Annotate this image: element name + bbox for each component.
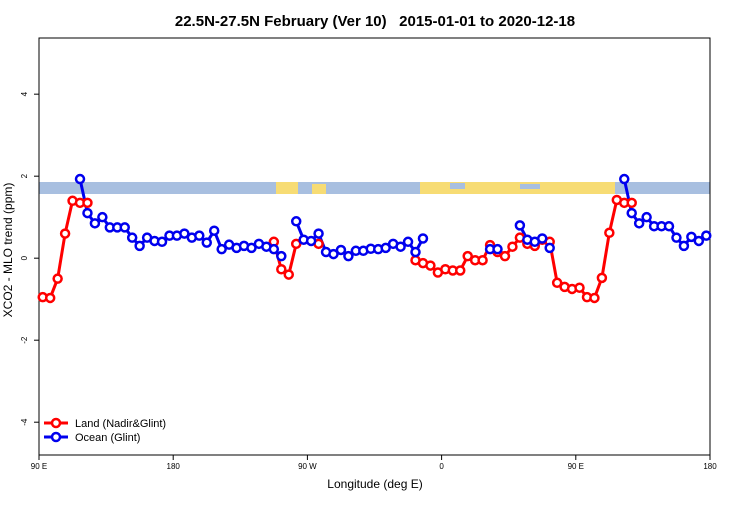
data-point [686,231,697,243]
data-point [290,216,302,227]
data-point [499,250,511,262]
data-point [678,240,690,252]
data-point [82,207,93,219]
data-point [268,243,280,255]
x-tick-label: 90 E [31,462,47,471]
data-point [537,233,548,244]
data-point [276,250,287,262]
data-point [477,254,488,266]
data-point [626,197,637,209]
data-point [52,273,63,284]
chart-title: 22.5N-27.5N February (Ver 10) 2015-01-01… [175,13,575,30]
data-point [380,242,391,254]
data-point [134,240,145,252]
y-axis-label: XCO2 - MLO trend (ppm) [1,183,15,318]
data-point [276,264,287,275]
data-point [454,265,466,276]
data-point [514,220,526,231]
data-point [290,238,302,250]
data-point [417,233,429,244]
data-point [701,230,712,241]
data-point [156,236,168,248]
data-point [596,272,608,284]
x-tick-label: 180 [703,462,717,471]
data-point [626,207,637,219]
data-point [179,228,190,239]
data-point [44,292,56,304]
data-point [97,211,108,223]
data-point [194,230,205,241]
data-point [633,218,645,229]
y-tick-label: 0 [20,255,29,260]
data-point [59,228,71,239]
map-strip [39,182,710,194]
data-point [492,243,503,255]
data-point [335,244,347,256]
data-point [544,242,555,254]
data-point [663,220,675,232]
data-point [507,241,518,252]
data-point [462,250,473,262]
data-point [82,197,93,209]
data-point [574,282,585,293]
legend-marker [50,431,62,443]
data-point [126,232,138,243]
legend-label: Land (Nadir&Glint) [75,418,166,430]
data-point [671,232,682,243]
data-point [402,236,414,248]
data-point [619,173,630,185]
data-point [74,173,86,185]
y-tick-label: 4 [20,91,29,96]
plot-frame [38,37,711,456]
data-point [604,227,615,239]
data-point [395,241,406,252]
data-point [328,248,339,260]
data-point [208,225,220,236]
data-point [283,269,295,280]
data-point [693,235,705,247]
x-tick-label: 90 W [298,462,317,471]
x-axis-label: Longitude (deg E) [327,477,422,491]
data-point [589,292,600,304]
legend-marker [50,417,62,429]
y-tick-label: -4 [20,418,29,426]
data-point [641,211,652,223]
data-point [216,243,227,255]
data-point [305,235,317,247]
data-point [246,242,257,254]
y-tick-label: -2 [20,336,29,344]
x-tick-label: 180 [167,462,181,471]
x-tick-label: 0 [439,462,444,471]
y-tick-label: 2 [20,173,29,178]
data-point [551,277,563,289]
data-point [313,228,324,239]
data-point [425,260,436,271]
legend-label: Ocean (Glint) [75,432,140,444]
data-point [89,218,101,229]
data-point [201,237,212,248]
data-point [410,246,421,258]
data-point [119,222,130,233]
x-tick-label: 90 E [568,462,584,471]
data-point [343,250,354,262]
